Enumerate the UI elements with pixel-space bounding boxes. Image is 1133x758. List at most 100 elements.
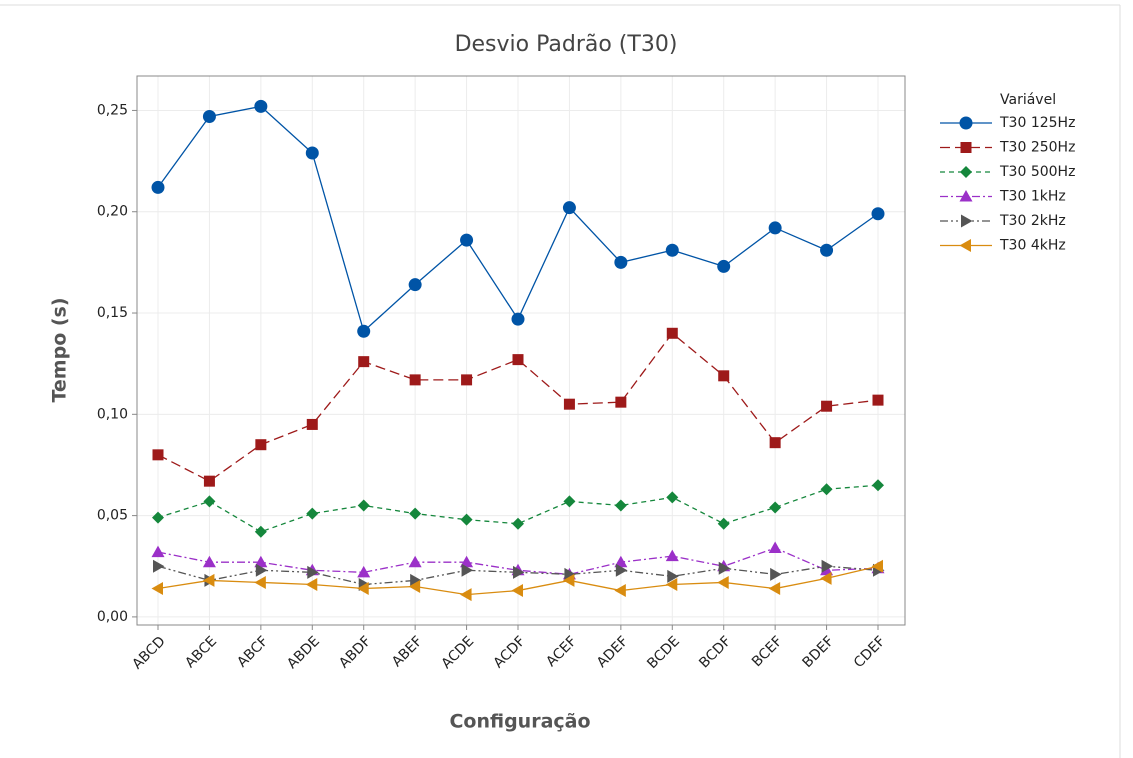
marker [820,483,833,496]
marker [513,565,525,579]
marker [305,146,319,160]
marker [202,110,216,124]
x-tick-label: BDEF [800,633,838,671]
x-tick-label: ABCD [129,633,168,672]
marker [564,567,576,581]
legend-label: T30 4kHz [999,238,1066,254]
x-tick-label: ACEF [543,633,580,670]
x-tick-label: ABCF [234,633,271,670]
marker [512,517,524,530]
marker [872,479,884,492]
marker [665,549,679,562]
marker [307,565,319,579]
marker [511,584,523,598]
series-line [157,565,879,586]
marker [203,475,215,487]
marker [563,495,576,508]
y-tick-label: 0,15 [97,305,128,321]
marker [202,555,216,568]
chart-title: Desvio Padrão (T30) [455,32,678,57]
marker [408,580,421,594]
marker [562,201,576,215]
marker [768,541,782,554]
marker [357,565,371,578]
marker [768,221,782,235]
marker [770,567,782,581]
marker [821,559,834,573]
marker [820,243,834,257]
marker [153,559,165,573]
marker [151,545,165,558]
marker [460,588,472,602]
marker [305,577,318,591]
plot-border [136,75,906,626]
marker [614,255,628,269]
marker [872,394,884,406]
marker [717,575,729,589]
marker [203,495,216,508]
marker [254,555,268,568]
marker [409,374,421,386]
x-tick-label: CDEF [851,633,889,671]
marker [151,180,165,194]
marker [614,499,627,512]
marker [151,582,163,596]
marker [959,239,971,252]
x-tick-label: BCEF [749,633,786,670]
marker [408,278,422,292]
marker [255,563,268,577]
marker [460,233,474,247]
marker [820,571,832,585]
marker [665,577,678,591]
marker [357,499,370,512]
marker [357,324,371,338]
marker [960,166,972,178]
marker [961,214,973,228]
marker [614,555,628,568]
marker [408,555,422,568]
marker [821,400,833,412]
marker [460,555,474,568]
x-tick-label: ABEF [389,633,426,670]
y-tick-label: 0,25 [97,102,128,118]
x-tick-label: ACDE [439,633,478,672]
marker [666,327,678,339]
marker [667,569,679,583]
y-tick-label: 0,05 [97,508,128,524]
marker [871,559,883,573]
marker [614,584,626,598]
marker [306,507,319,520]
marker [202,573,215,587]
marker [409,507,422,520]
legend-label: T30 250Hz [999,140,1075,156]
x-tick-label: ABDE [284,633,323,672]
x-tick-label: ADEF [594,633,632,671]
legend-label: T30 1kHz [999,189,1066,205]
marker [461,563,474,577]
x-tick-label: BCDE [644,633,683,672]
x-tick-label: BCDF [696,633,734,671]
marker [871,207,885,221]
marker [254,575,266,589]
x-tick-label: ABDF [336,633,374,671]
marker [358,356,370,368]
y-tick-label: 0,00 [97,609,128,625]
x-tick-label: ACDF [491,633,529,671]
marker [769,501,782,514]
marker [410,573,422,587]
series-line [157,332,879,482]
marker [959,190,973,202]
legend-label: T30 2kHz [999,213,1066,229]
legend-label: T30 125Hz [999,115,1075,131]
marker [512,354,524,366]
marker [152,449,164,461]
marker [460,513,473,526]
legend-title: Variável [1000,92,1056,108]
marker [717,259,731,273]
marker [152,511,164,524]
marker [563,398,575,410]
marker [615,563,628,577]
marker [357,582,369,596]
marker [461,374,473,386]
